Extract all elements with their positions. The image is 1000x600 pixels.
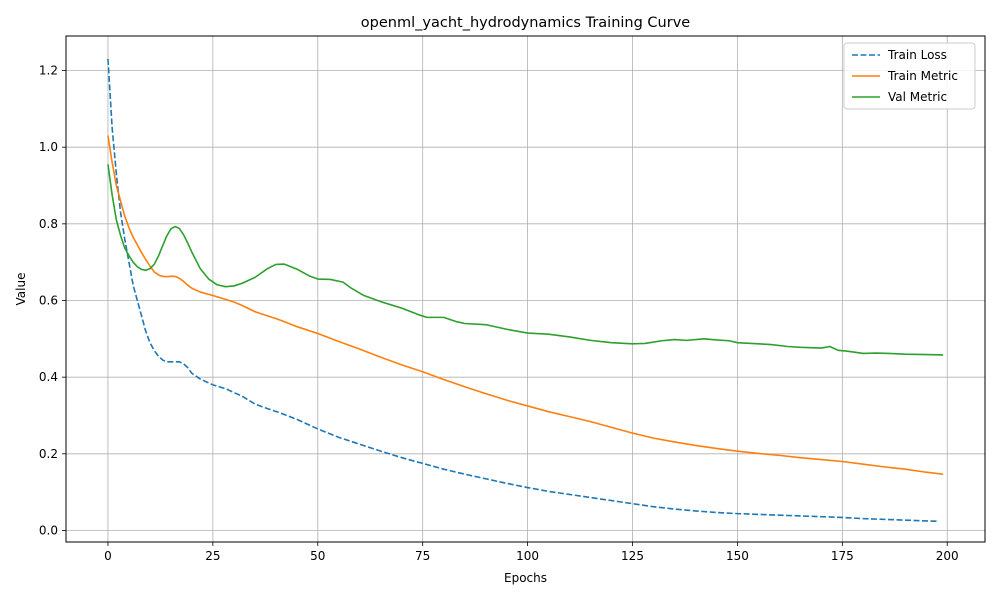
x-tick-label: 175	[831, 549, 854, 563]
y-tick-label: 0.2	[39, 447, 58, 461]
x-tick-label: 75	[415, 549, 430, 563]
y-tick-label: 1.2	[39, 64, 58, 78]
chart-title: openml_yacht_hydrodynamics Training Curv…	[361, 15, 690, 31]
legend-box	[843, 42, 976, 110]
x-tick-label: 100	[516, 549, 539, 563]
y-tick-label: 0.6	[39, 294, 58, 308]
y-tick-label: 0.8	[39, 217, 58, 231]
x-tick-label: 150	[726, 549, 749, 563]
plot-frame	[65, 35, 986, 543]
legend-label: Train Metric	[887, 69, 958, 83]
y-tick-label: 0.0	[39, 524, 58, 538]
x-tick-label: 125	[621, 549, 644, 563]
series-lines	[107, 58, 944, 523]
x-tick-label: 25	[205, 549, 220, 563]
legend-label: Train Loss	[887, 48, 947, 62]
series-line-val-metric	[107, 164, 944, 356]
series-line-train-loss	[107, 58, 939, 523]
axis-ticks: 0 25 50 75 100 125 150 175 200 0.0 0.2 0.4 0.6 0.8 1.0…	[39, 64, 959, 564]
x-tick-label: 200	[936, 549, 959, 563]
x-axis-label: Epochs	[504, 571, 547, 585]
grid-lines	[66, 36, 985, 542]
x-tick-label: 50	[310, 549, 325, 563]
x-tick-label: 0	[104, 549, 112, 563]
y-tick-label: 1.0	[39, 140, 58, 154]
y-axis-label: Value	[14, 273, 28, 306]
y-tick-label: 0.4	[39, 370, 58, 384]
legend-label: Val Metric	[888, 90, 947, 104]
legend: Train Loss Train Metric Val Metric	[843, 42, 976, 110]
